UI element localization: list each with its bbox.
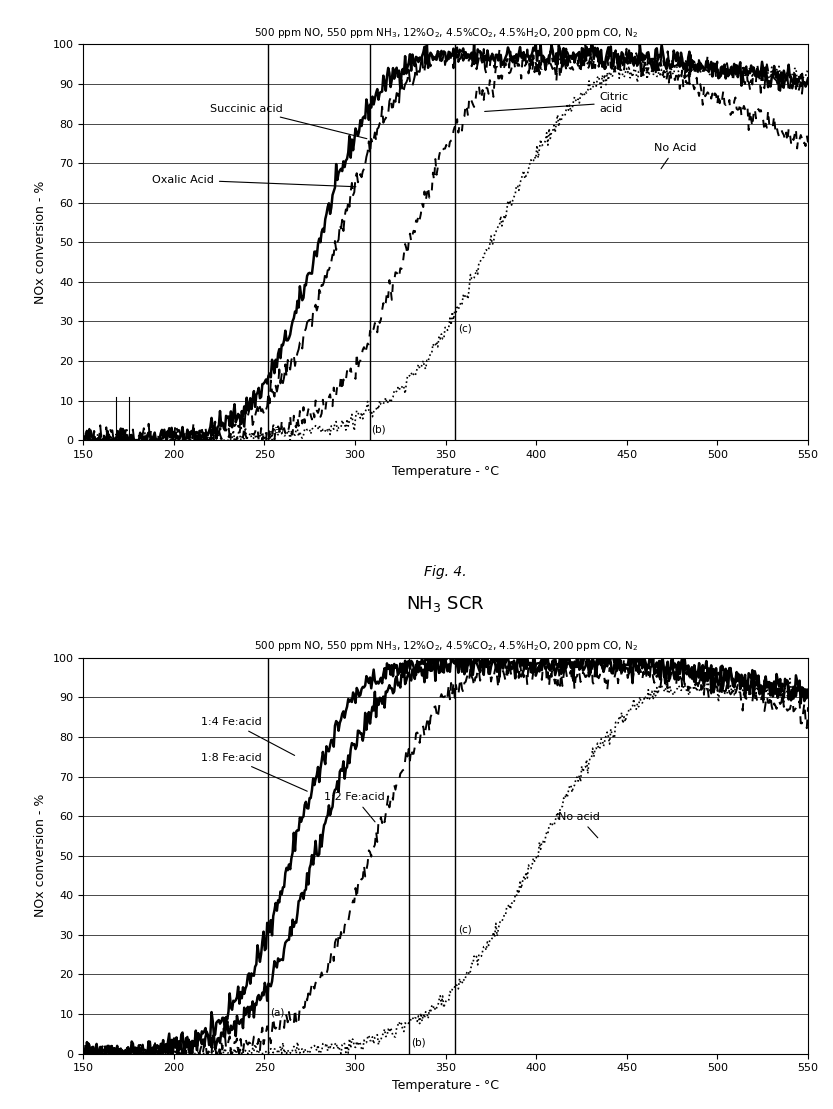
X-axis label: Temperature - °C: Temperature - °C <box>392 466 499 478</box>
Text: (c): (c) <box>458 925 472 935</box>
Y-axis label: NOx conversion - %: NOx conversion - % <box>34 181 47 304</box>
Text: (a): (a) <box>270 424 284 435</box>
Text: 1:4 Fe:acid: 1:4 Fe:acid <box>201 718 295 755</box>
Text: Citric
acid: Citric acid <box>485 92 629 113</box>
Text: Fig. 4.: Fig. 4. <box>424 564 467 579</box>
Text: (b): (b) <box>372 424 386 435</box>
Title: 500 ppm NO, 550 ppm NH$_3$, 12%O$_2$, 4.5%CO$_2$, 4.5%H$_2$O, 200 ppm CO, N$_2$: 500 ppm NO, 550 ppm NH$_3$, 12%O$_2$, 4.… <box>253 640 638 653</box>
Title: 500 ppm NO, 550 ppm NH$_3$, 12%O$_2$, 4.5%CO$_2$, 4.5%H$_2$O, 200 ppm CO, N$_2$: 500 ppm NO, 550 ppm NH$_3$, 12%O$_2$, 4.… <box>253 26 638 40</box>
Text: (a): (a) <box>270 1008 284 1018</box>
Text: Oxalic Acid: Oxalic Acid <box>152 175 356 186</box>
Y-axis label: NOx conversion - %: NOx conversion - % <box>34 794 47 917</box>
Text: Succinic acid: Succinic acid <box>210 103 367 139</box>
Text: No Acid: No Acid <box>654 143 696 169</box>
Text: (c): (c) <box>458 323 472 334</box>
Text: (b): (b) <box>412 1038 426 1048</box>
Text: 1:8 Fe:acid: 1:8 Fe:acid <box>201 753 307 791</box>
X-axis label: Temperature - °C: Temperature - °C <box>392 1079 499 1092</box>
Text: No acid: No acid <box>558 812 600 837</box>
Text: NH$_3$ SCR: NH$_3$ SCR <box>407 594 485 614</box>
Text: 1:2 Fe:acid: 1:2 Fe:acid <box>324 792 385 822</box>
